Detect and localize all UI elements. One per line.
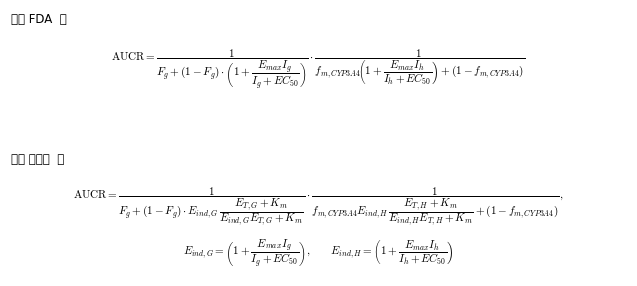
Text: $\mathrm{AUCR} = \dfrac{1}{F_g + (1-F_g)\cdot\left(1 + \dfrac{E_{max}I_g}{I_g + : $\mathrm{AUCR} = \dfrac{1}{F_g + (1-F_g)…	[111, 47, 526, 90]
Text: 기존 FDA  식: 기존 FDA 식	[11, 13, 68, 26]
Text: $E_{ind,G} = \left(1 + \dfrac{E_{max}I_g}{I_g + EC_{50}}\right),\qquadE_{ind,H} : $E_{ind,G} = \left(1 + \dfrac{E_{max}I_g…	[183, 238, 454, 270]
Text: $\mathrm{AUCR} = \dfrac{1}{F_g + (1-F_g)\cdot E_{ind,G}\,\dfrac{E_{T,G} + K_m}{E: $\mathrm{AUCR} = \dfrac{1}{F_g + (1-F_g)…	[73, 186, 564, 229]
Text: 새로 유도한  식: 새로 유도한 식	[11, 153, 65, 166]
